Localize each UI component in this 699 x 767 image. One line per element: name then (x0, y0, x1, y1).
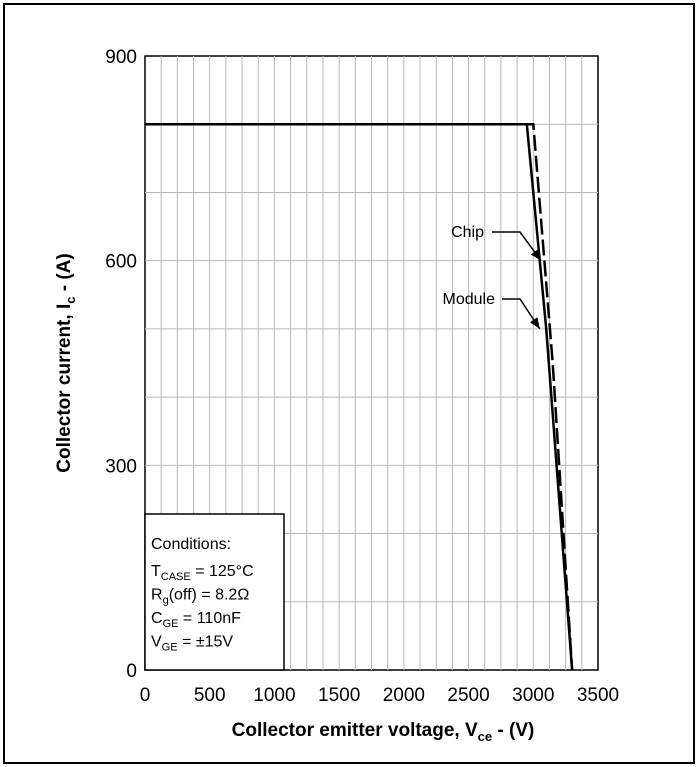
x-tick-label: 500 (194, 685, 226, 706)
x-tick-label: 2500 (447, 685, 489, 706)
y-axis-title: Collector current, Ic - (A) (54, 253, 78, 472)
y-tick-label: 900 (105, 47, 137, 68)
axis-titles: Collector emitter voltage, Vce - (V) Coll… (54, 253, 534, 744)
conditions-line: TCASE = 125°C (151, 563, 254, 583)
y-tick-label: 0 (126, 661, 137, 682)
conditions-frame (144, 513, 285, 671)
annotation-label-chip: Chip (451, 224, 484, 241)
annotation-arrowhead (529, 317, 540, 329)
x-axis-title: Collector emitter voltage, Vce - (V) (232, 720, 535, 744)
x-tick-label: 1500 (318, 685, 360, 706)
annotation-arrowhead (530, 249, 542, 261)
annotation-leader (502, 298, 541, 330)
series-group (145, 122, 574, 671)
y-tick-label: 600 (105, 252, 137, 273)
x-tick-label: 0 (140, 685, 151, 706)
annotation-leader (492, 231, 542, 262)
x-tick-label: 2000 (383, 685, 425, 706)
x-tick-label: 3000 (512, 685, 554, 706)
x-tick-label: 3500 (577, 685, 619, 706)
conditions-line: CGE = 110nF (151, 610, 241, 630)
conditions-line: Rg(off) = 8.2Ω (151, 587, 249, 607)
annotations: Chip Module (443, 224, 542, 330)
conditions-title: Conditions: (151, 536, 231, 553)
y-tick-label: 300 (105, 456, 137, 477)
conditions-line: VGE = ±15V (151, 634, 233, 654)
tick-labels: 0 500 1000 1500 2000 2500 3000 3500 0 300 600 900 (105, 47, 619, 706)
conditions-box: Conditions: TCASE = 125°C Rg(off) = 8.2Ω CG… (144, 513, 285, 671)
annotation-label-module: Module (443, 291, 496, 308)
x-tick-label: 1000 (253, 685, 295, 706)
